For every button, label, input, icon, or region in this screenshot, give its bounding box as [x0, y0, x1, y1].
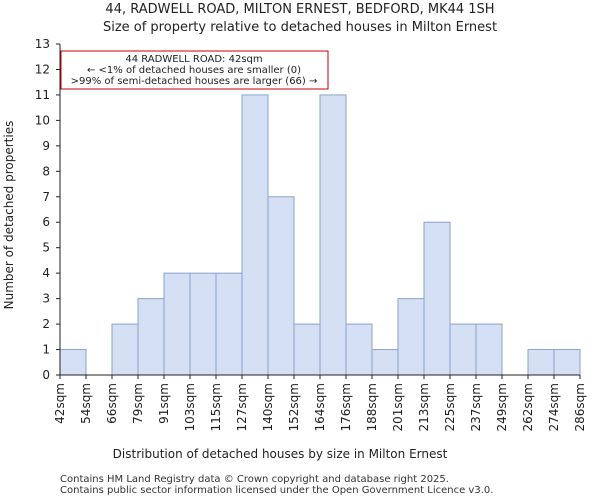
y-tick-label: 12	[35, 62, 50, 76]
annotation-line3: >99% of semi-detached houses are larger …	[71, 76, 318, 87]
y-tick-label: 6	[42, 215, 50, 229]
bar-115sqm	[215, 272, 243, 376]
x-tick-label: 115sqm	[209, 383, 223, 431]
x-tick-label: 274sqm	[547, 383, 561, 431]
x-tick-label: 237sqm	[469, 383, 483, 431]
bar-127sqm	[241, 94, 269, 376]
y-tick-label: 9	[42, 139, 50, 153]
x-tick-label: 66sqm	[105, 383, 119, 424]
y-tick-label: 10	[35, 113, 50, 127]
chart-title: 44, RADWELL ROAD, MILTON ERNEST, BEDFORD…	[105, 2, 495, 17]
y-tick-label: 2	[42, 317, 50, 331]
bar-225sqm	[449, 323, 477, 376]
bar-262sqm	[527, 349, 555, 376]
footer-licence: Contains public sector information licen…	[60, 485, 494, 496]
x-tick-label: 262sqm	[521, 383, 535, 431]
x-tick-label: 213sqm	[417, 383, 431, 431]
x-tick-label: 103sqm	[183, 383, 197, 431]
bar-213sqm	[423, 221, 451, 376]
annotation-line1: 44 RADWELL ROAD: 42sqm	[125, 54, 262, 65]
bar-164sqm	[319, 94, 347, 376]
bar-79sqm	[137, 298, 165, 376]
x-axis-label: Distribution of detached houses by size …	[113, 447, 448, 461]
chart-subtitle: Size of property relative to detached ho…	[102, 20, 498, 35]
bar-274sqm	[553, 349, 581, 376]
y-tick-label: 13	[35, 37, 50, 51]
y-tick-label: 5	[42, 241, 50, 255]
bar-176sqm	[345, 323, 373, 376]
annotation-box: 44 RADWELL ROAD: 42sqm ← <1% of detached…	[60, 50, 329, 90]
bar-201sqm	[397, 298, 425, 376]
x-tick-label: 249sqm	[495, 383, 509, 431]
x-tick-label: 225sqm	[443, 383, 457, 431]
bar-188sqm	[371, 349, 399, 376]
annotation-border	[60, 50, 329, 90]
y-tick-label: 0	[42, 368, 50, 382]
x-tick-label: 54sqm	[79, 383, 93, 424]
x-tick-label: 91sqm	[157, 383, 171, 424]
y-tick-label: 8	[42, 164, 50, 178]
y-tick-label: 1	[42, 343, 50, 357]
x-tick-label: 164sqm	[313, 383, 327, 431]
bar-152sqm	[293, 323, 321, 376]
bar-66sqm	[111, 323, 139, 376]
x-tick-label: 188sqm	[365, 383, 379, 431]
annotation-line2: ← <1% of detached houses are smaller (0)	[87, 65, 301, 76]
bar-140sqm	[267, 196, 295, 376]
y-axis-label: Number of detached properties	[2, 121, 16, 310]
x-tick-label: 176sqm	[339, 383, 353, 431]
x-tick-label: 152sqm	[287, 383, 301, 431]
footer-copyright: Contains HM Land Registry data © Crown c…	[60, 474, 449, 485]
y-tick-label: 7	[42, 190, 50, 204]
bar-91sqm	[163, 272, 191, 376]
bar-103sqm	[189, 272, 217, 376]
x-tick-label: 42sqm	[53, 383, 67, 424]
x-tick-label: 127sqm	[235, 383, 249, 431]
bar-237sqm	[475, 323, 503, 376]
y-tick-label: 4	[42, 266, 50, 280]
bar-42sqm	[59, 349, 87, 376]
x-tick-label: 140sqm	[261, 383, 275, 431]
x-tick-label: 79sqm	[131, 383, 145, 424]
x-tick-label: 201sqm	[391, 383, 405, 431]
x-tick-label: 286sqm	[573, 383, 587, 431]
y-tick-label: 11	[35, 88, 50, 102]
y-tick-label: 3	[42, 292, 50, 306]
